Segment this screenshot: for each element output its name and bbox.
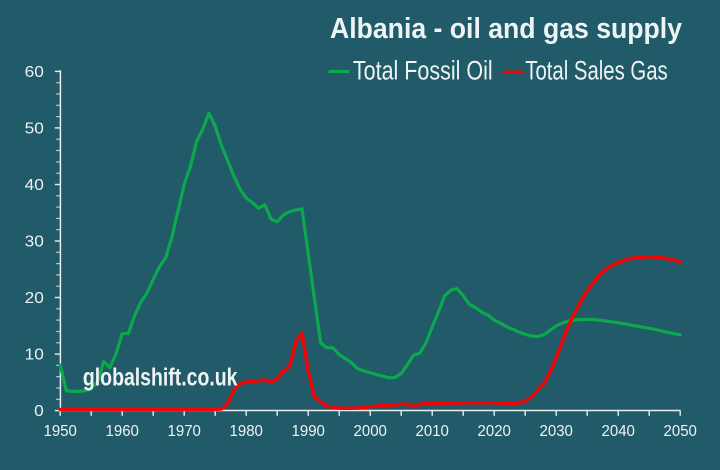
svg-text:20: 20 <box>25 290 44 307</box>
svg-text:1980: 1980 <box>230 423 263 440</box>
svg-text:50: 50 <box>25 121 44 138</box>
svg-text:40: 40 <box>25 177 44 194</box>
svg-text:2040: 2040 <box>602 423 635 440</box>
svg-text:1950: 1950 <box>44 423 77 440</box>
svg-text:Total Fossil Oil: Total Fossil Oil <box>353 56 493 86</box>
svg-text:1970: 1970 <box>168 423 201 440</box>
svg-text:1990: 1990 <box>292 423 325 440</box>
svg-text:60: 60 <box>25 64 44 81</box>
svg-text:2020: 2020 <box>478 423 511 440</box>
svg-text:2050: 2050 <box>664 423 697 440</box>
svg-text:10: 10 <box>25 347 44 364</box>
svg-text:1960: 1960 <box>106 423 139 440</box>
svg-text:2000: 2000 <box>354 423 387 440</box>
svg-text:Albania - oil and gas supply: Albania - oil and gas supply <box>330 13 682 45</box>
svg-text:0: 0 <box>34 403 44 420</box>
svg-text:2010: 2010 <box>416 423 449 440</box>
svg-text:2030: 2030 <box>540 423 573 440</box>
svg-text:30: 30 <box>25 234 44 251</box>
svg-text:globalshift.co.uk: globalshift.co.uk <box>83 364 238 392</box>
svg-text:Total Sales Gas: Total Sales Gas <box>525 56 667 86</box>
